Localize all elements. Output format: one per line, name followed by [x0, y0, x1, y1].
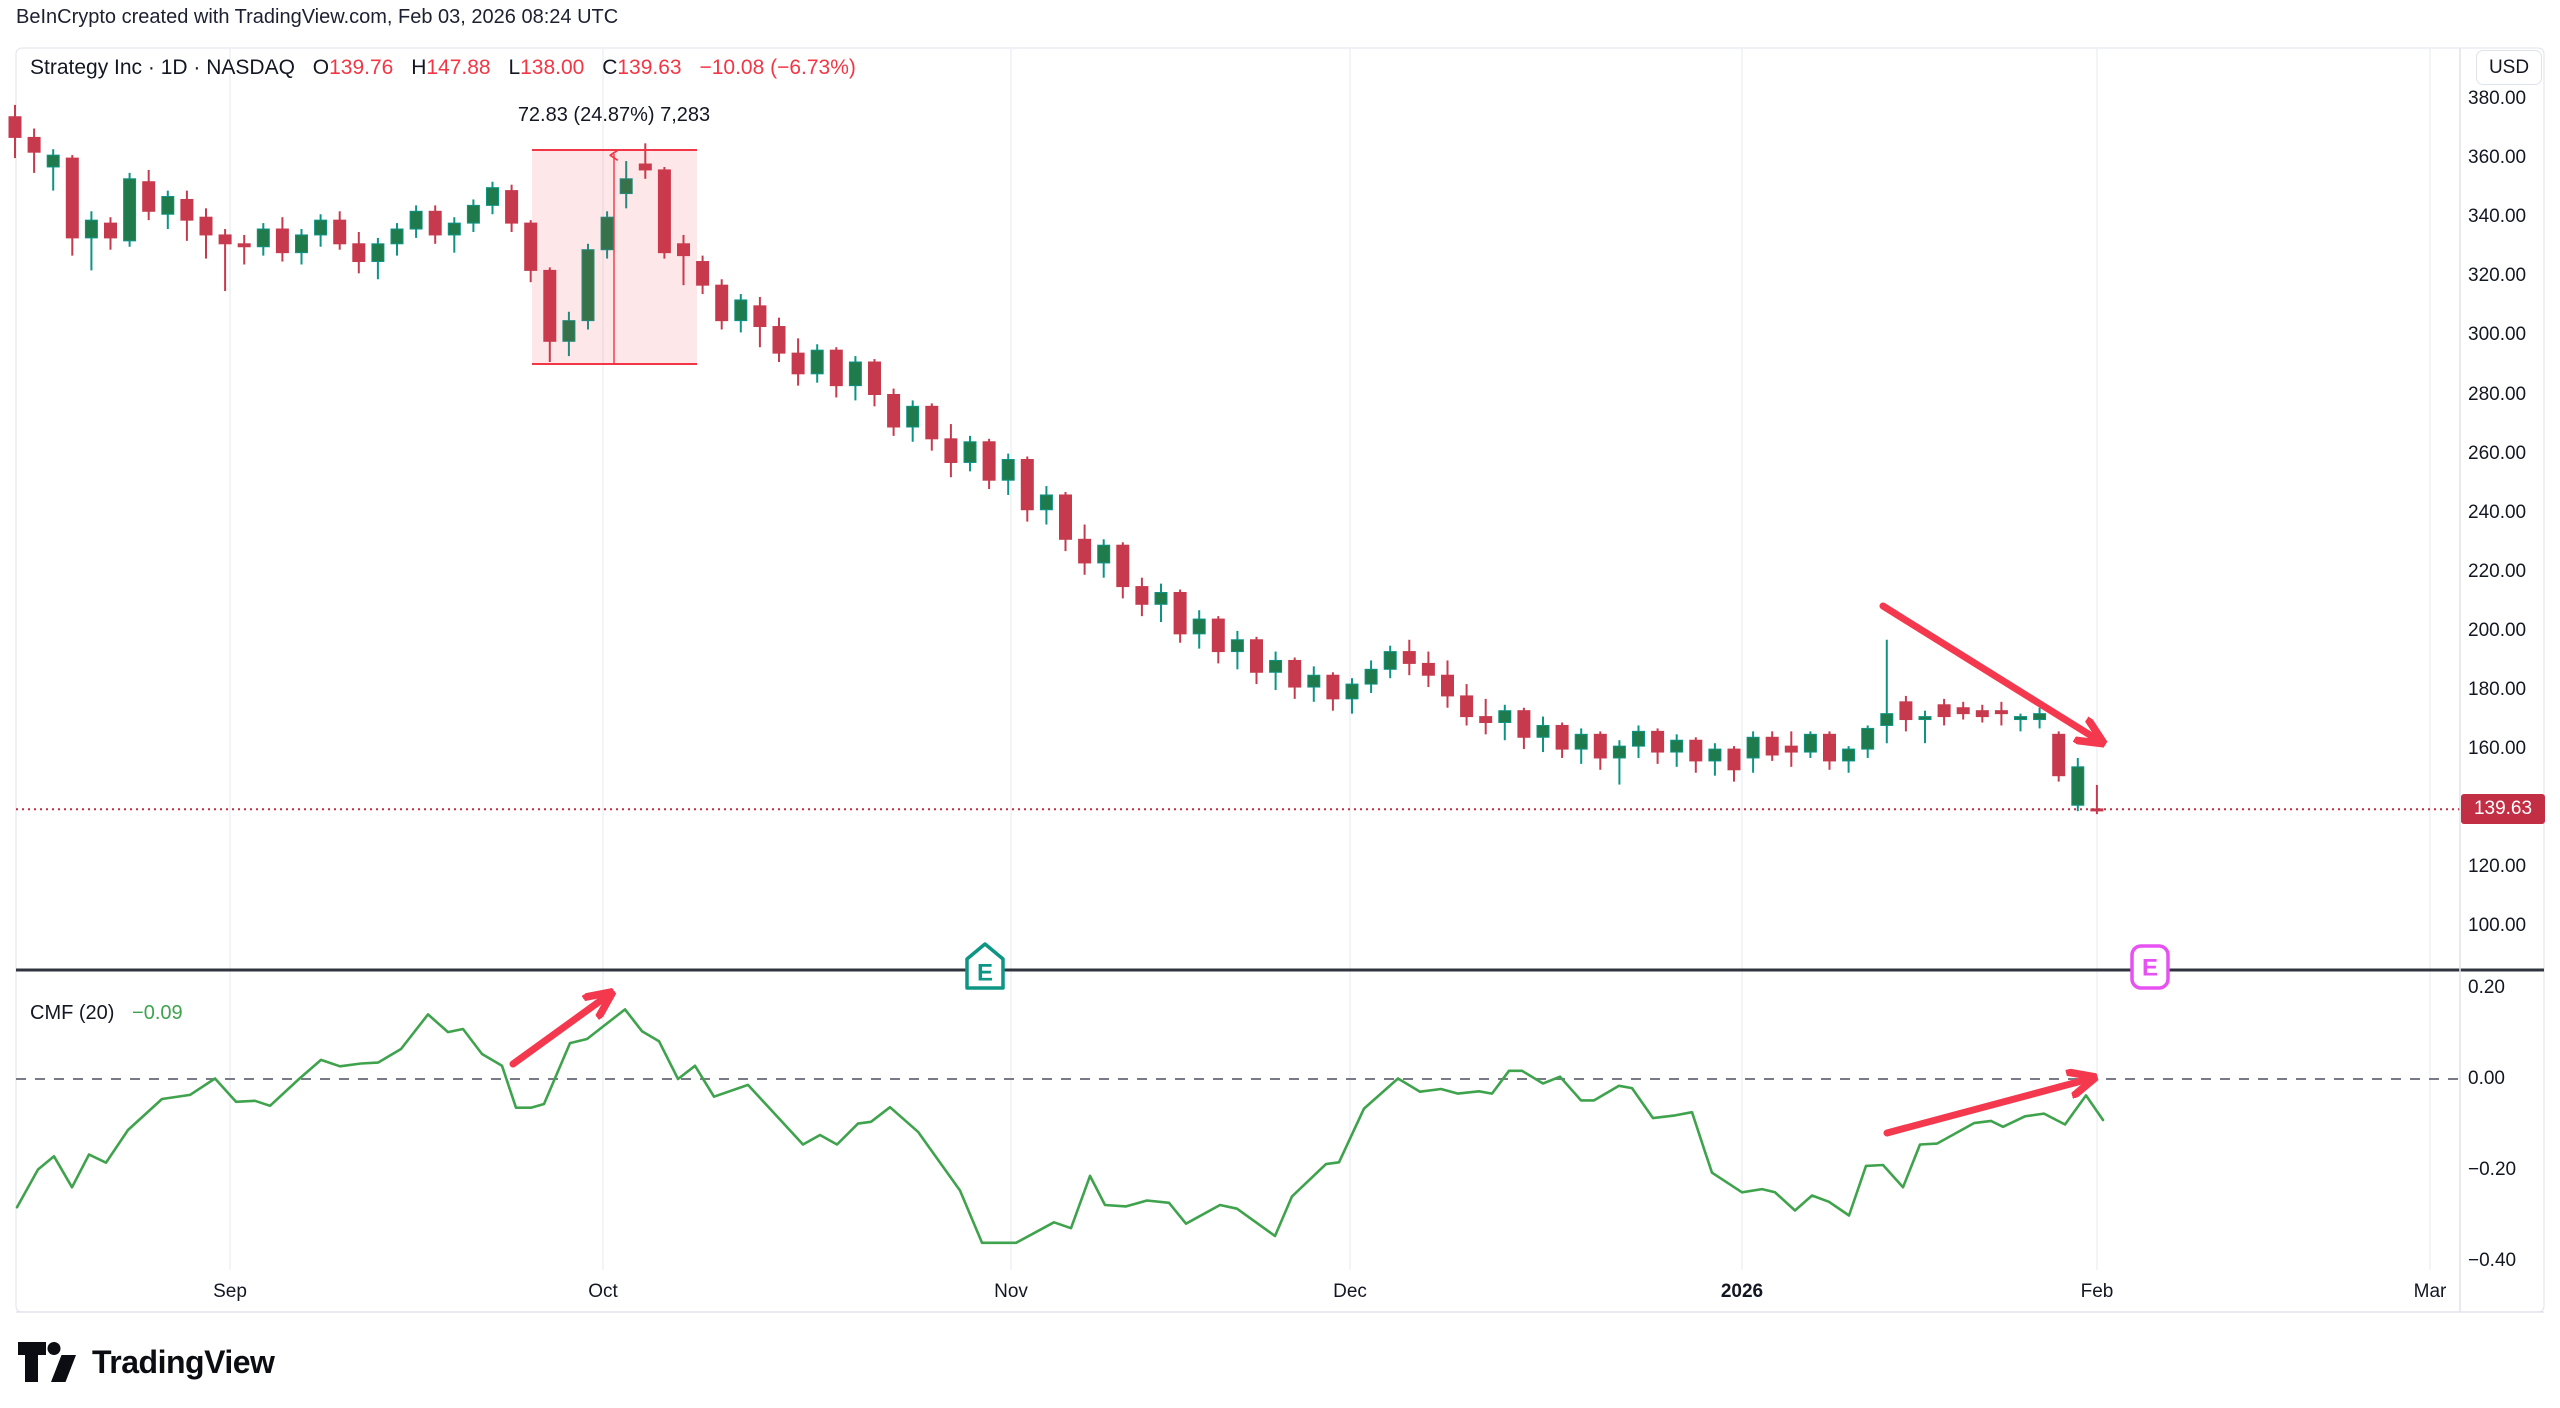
price-axis-label: 200.00 [2468, 619, 2527, 641]
indicator-axis-label: −0.40 [2468, 1250, 2517, 1271]
symbol-title: Strategy Inc · 1D · NASDAQ [30, 56, 295, 79]
ohlc-open: O139.76 [312, 56, 394, 79]
time-axis-label: Feb [2080, 1281, 2114, 1302]
price-axis-label: 240.00 [2468, 501, 2527, 523]
indicator-value: −0.09 [132, 1002, 183, 1024]
price-axis-label: 180.00 [2468, 679, 2527, 700]
attribution-text: BeInCrypto created with TradingView.com,… [16, 6, 619, 28]
ohlc-high: H147.88 [411, 56, 491, 79]
earnings-E-badge[interactable]: E [2130, 944, 2170, 990]
ohlc-close: C139.63 [602, 56, 682, 79]
change-value: −10.08 (−6.73%) [699, 56, 856, 79]
tradingview-mark-icon [18, 1342, 76, 1382]
price-axis-label: 380.00 [2468, 88, 2527, 109]
indicator-axis-label: 0.00 [2468, 1068, 2505, 1089]
time-axis-label: Sep [213, 1281, 247, 1302]
tradingview-wordmark: TradingView [92, 1343, 275, 1380]
symbol-legend: Strategy Inc · 1D · NASDAQ O139.76 H147.… [30, 56, 856, 80]
currency-button[interactable]: USD [2476, 50, 2542, 85]
price-axis-label: 340.00 [2468, 206, 2527, 228]
price-axis-label: 220.00 [2468, 560, 2527, 582]
measure-tool-label: 72.83 (24.87%) 7,283 [517, 104, 711, 126]
price-axis-label: 160.00 [2468, 738, 2527, 760]
time-axis-label: Oct [588, 1281, 618, 1302]
price-axis-label: 280.00 [2468, 383, 2527, 405]
time-axis-label: Dec [1333, 1281, 1367, 1302]
indicator-legend: CMF (20) −0.09 [30, 1002, 183, 1025]
price-axis-label: 360.00 [2468, 147, 2527, 169]
price-axis-label: 100.00 [2468, 915, 2527, 937]
indicator-axis-label: 0.20 [2468, 977, 2505, 998]
last-price-tag: 139.63 [2461, 794, 2545, 824]
time-axis-label: 2026 [1720, 1281, 1764, 1302]
time-axis-label: Mar [2413, 1281, 2447, 1302]
earnings-E-badge[interactable]: E [965, 942, 1005, 990]
price-axis-label: 320.00 [2468, 265, 2527, 287]
price-axis-label: 120.00 [2468, 856, 2527, 878]
price-axis-label: 260.00 [2468, 442, 2527, 464]
svg-text:E: E [977, 959, 993, 986]
ohlc-low: L138.00 [508, 56, 585, 79]
price-axis-label: 300.00 [2468, 324, 2527, 346]
svg-text:E: E [2142, 954, 2158, 981]
indicator-axis-label: −0.20 [2468, 1159, 2517, 1180]
tradingview-logo[interactable]: TradingView [18, 1340, 275, 1384]
indicator-name: CMF (20) [30, 1002, 115, 1024]
time-axis-label: Nov [994, 1281, 1028, 1302]
